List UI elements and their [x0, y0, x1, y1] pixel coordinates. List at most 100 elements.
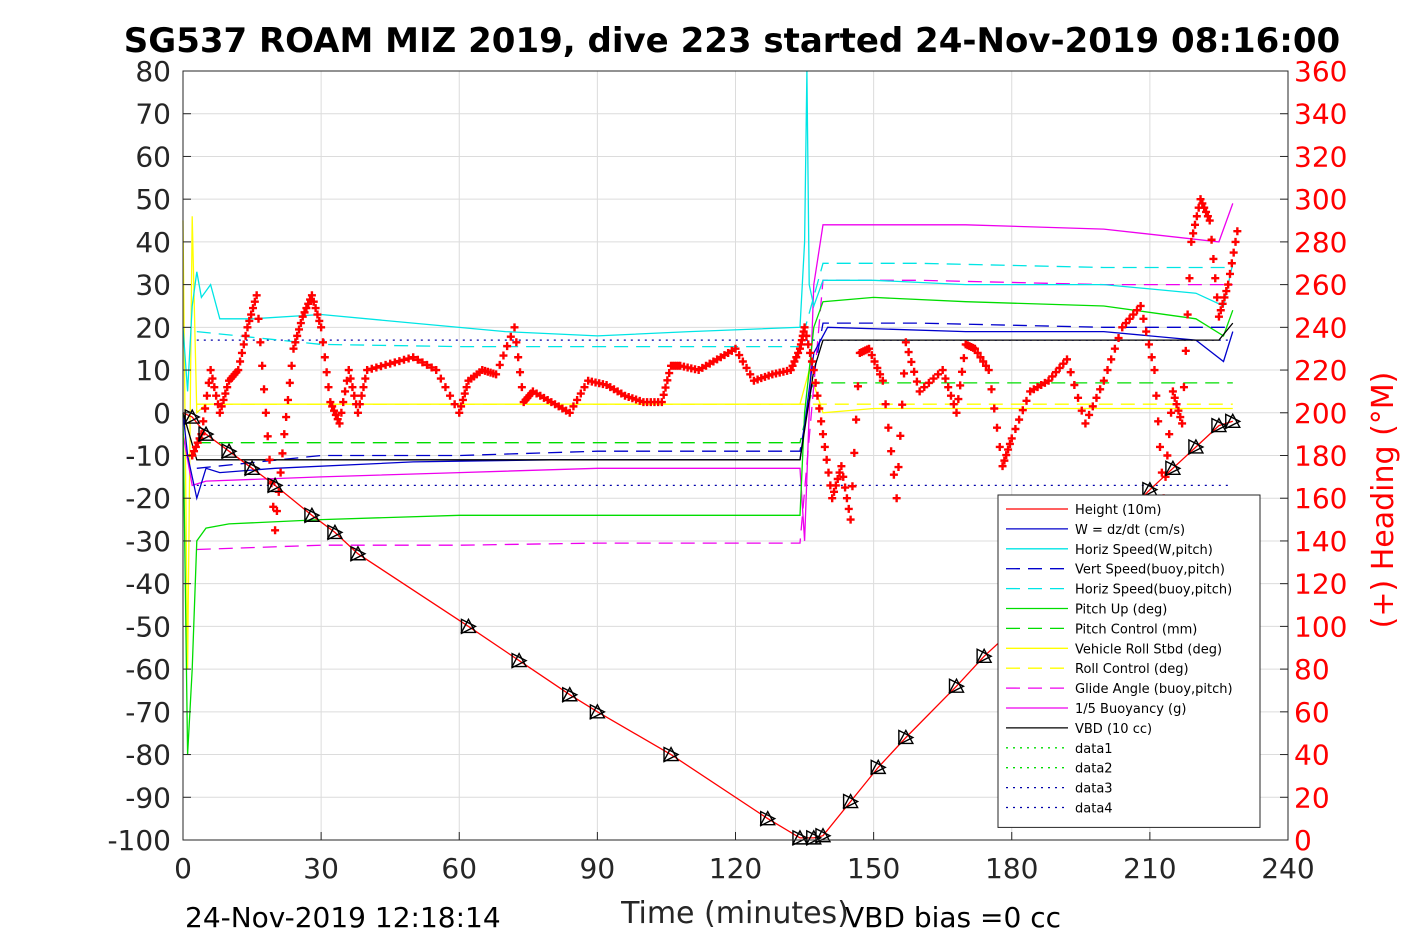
heading-point [241, 331, 250, 340]
heading-point [938, 366, 947, 375]
marker-up-triangle [349, 545, 367, 561]
heading-point [853, 382, 862, 391]
heading-point [850, 448, 859, 457]
heading-point [1136, 301, 1145, 310]
y-tick-label: 50 [135, 183, 171, 216]
heading-point [326, 398, 335, 407]
series-horiz-speed [182, 70, 1234, 392]
heading-point [822, 455, 831, 464]
x-axis-label: Time (minutes) [620, 896, 849, 931]
heading-point [1132, 306, 1141, 315]
heading-point [409, 353, 418, 362]
heading-point [337, 408, 346, 417]
heading-point [269, 502, 278, 511]
heading-point [441, 383, 450, 392]
heading-point [191, 442, 200, 451]
heading-point [828, 494, 837, 503]
y-right-tick-label: 300 [1294, 183, 1347, 216]
heading-point [876, 370, 885, 379]
heading-point [952, 408, 961, 417]
heading-point [1231, 237, 1240, 246]
heading-point [1209, 254, 1218, 263]
heading-point [661, 383, 670, 392]
heading-point [386, 359, 395, 368]
heading-point [514, 353, 523, 362]
heading-point [285, 378, 294, 387]
legend: Height (10m) W = dz/dt (cm/s) Horiz Speed(… [997, 494, 1261, 828]
legend-label: Vert Speed(buoy,pitch) [1075, 563, 1225, 578]
heading-point [973, 348, 982, 357]
heading-point [806, 348, 815, 357]
y-tick-label: 30 [135, 269, 171, 302]
y-right-tick-label: 60 [1294, 696, 1330, 729]
heading-point [1144, 340, 1153, 349]
heading-point [346, 374, 355, 383]
heading-point [309, 297, 318, 306]
heading-point [248, 304, 257, 313]
heading-point [250, 297, 259, 306]
heading-point [954, 395, 963, 404]
heading-point [254, 314, 263, 323]
heading-point [1139, 314, 1148, 323]
heading-point [1156, 442, 1164, 451]
heading-point [311, 304, 320, 313]
heading-point [234, 366, 243, 375]
heading-point [376, 362, 385, 371]
heading-point [190, 447, 199, 456]
heading-point [987, 385, 996, 394]
heading-point [1004, 445, 1013, 454]
heading-point [920, 383, 929, 392]
heading-point [283, 395, 292, 404]
y-right-tick-label: 120 [1294, 568, 1347, 601]
heading-point [239, 340, 248, 349]
y-right-tick-label: 40 [1294, 739, 1330, 772]
heading-point [835, 468, 844, 477]
heading-point [794, 348, 803, 357]
y-tick-label: 20 [135, 311, 171, 344]
chart-title: SG537 ROAM MIZ 2019, dive 223 started 24… [124, 21, 1340, 61]
marker-right-triangle [460, 618, 478, 635]
marker-right-triangle [1142, 481, 1159, 498]
marker-up-triangle [791, 829, 809, 845]
heading-point [344, 366, 353, 375]
heading-point [450, 400, 459, 409]
heading-point [839, 472, 848, 481]
marker-right-triangle [511, 652, 528, 669]
heading-point [1222, 287, 1231, 296]
right-axis-label: (+) Heading (°M) [1366, 372, 1401, 629]
marker-up-triangle [897, 728, 915, 745]
y-right-tick-label: 180 [1294, 440, 1347, 473]
marker-right-triangle [221, 443, 238, 460]
heading-point [201, 404, 210, 413]
heading-point [813, 391, 822, 400]
x-tick-label: 30 [303, 852, 339, 885]
y-tick-label: -20 [125, 482, 171, 515]
heading-point [318, 338, 327, 347]
heading-point [516, 368, 525, 377]
heading-point [293, 331, 302, 340]
heading-point [1096, 385, 1105, 394]
heading-point [282, 413, 291, 422]
marker-right-triangle [1165, 460, 1182, 477]
heading-point [1200, 203, 1209, 212]
heading-point [455, 408, 464, 417]
marker-up-triangle [589, 703, 606, 719]
heading-point [462, 383, 471, 392]
heading-point [565, 408, 574, 417]
heading-point [418, 358, 427, 367]
heading-point [944, 383, 953, 392]
heading-point [276, 468, 285, 477]
heading-point [1099, 376, 1108, 385]
heading-point [924, 378, 933, 387]
y-tick-label: -70 [125, 696, 171, 729]
legend-label: W = dz/dt (cm/s) [1075, 523, 1185, 538]
heading-point [1154, 417, 1163, 426]
heading-point [367, 364, 376, 373]
heading-point [873, 363, 882, 372]
heading-point [1220, 293, 1229, 302]
heading-point [659, 390, 668, 399]
heading-point [956, 381, 965, 390]
heading-point [889, 470, 898, 479]
heading-point [959, 354, 968, 363]
heading-point [998, 462, 1007, 471]
